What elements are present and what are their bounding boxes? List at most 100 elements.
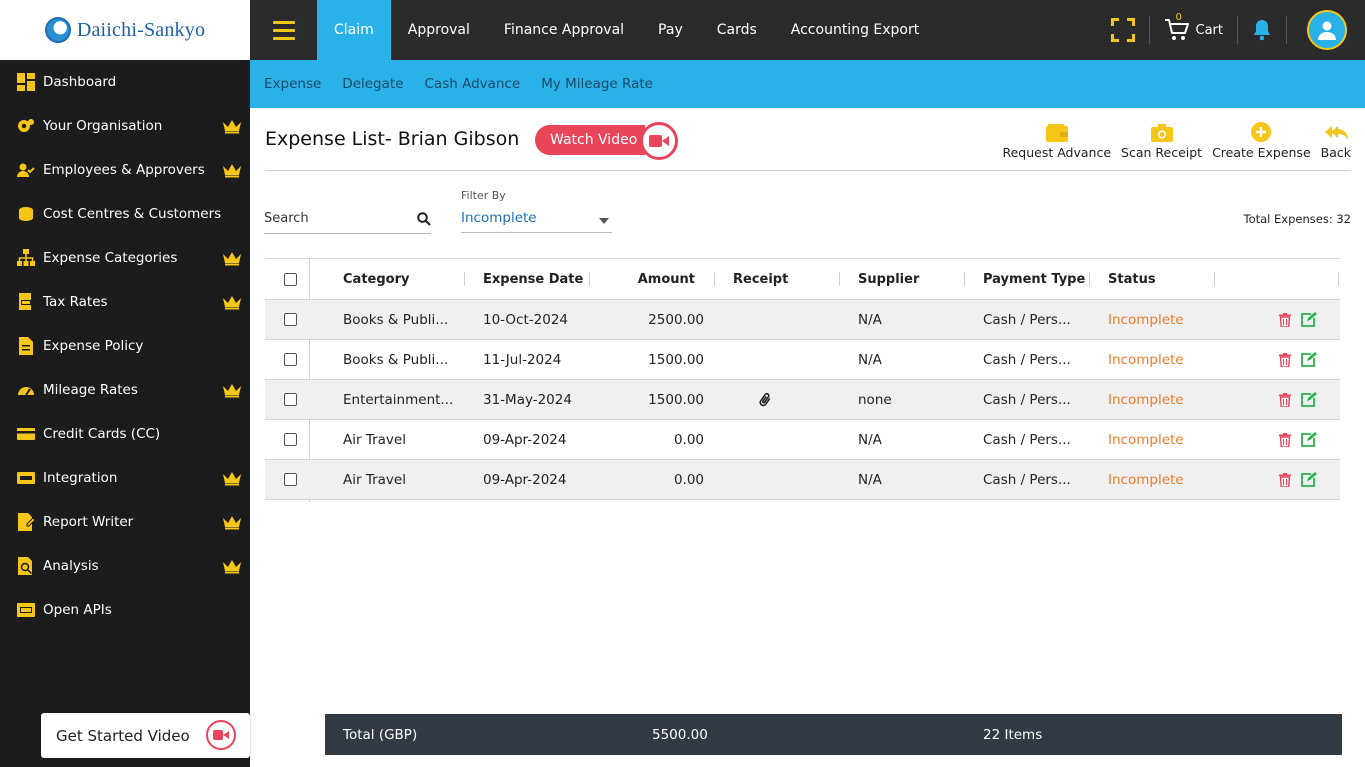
sidebar-item-analysis[interactable]: Analysis — [0, 544, 250, 588]
sidebar-item-mileage-rates[interactable]: Mileage Rates — [0, 368, 250, 412]
subnav-delegate[interactable]: Delegate — [342, 76, 404, 92]
table-row[interactable]: Air Travel 09-Apr-2024 0.00 N/A Cash / P… — [265, 420, 1340, 460]
premium-crown-icon — [223, 120, 241, 134]
topnav-finance-approval[interactable]: Finance Approval — [503, 22, 625, 38]
delete-icon[interactable] — [1277, 472, 1293, 488]
column-header-supplier[interactable]: Supplier — [858, 271, 920, 287]
get-started-video-button[interactable]: Get Started Video — [41, 713, 250, 758]
table-row[interactable]: Air Travel 09-Apr-2024 0.00 N/A Cash / P… — [265, 460, 1340, 500]
plus-circle-icon — [1251, 120, 1272, 142]
column-divider — [1338, 272, 1339, 286]
video-camera-icon[interactable] — [640, 122, 678, 160]
divider — [1286, 16, 1287, 44]
cart-count-badge: 0 — [1175, 12, 1182, 23]
scan-receipt-button[interactable]: Scan Receipt — [1121, 120, 1202, 160]
column-divider — [1089, 272, 1090, 286]
sidebar-item-open-apis[interactable]: Open APIs — [0, 588, 250, 632]
premium-crown-icon — [223, 296, 241, 310]
sidebar-item-label: Dashboard — [43, 74, 117, 90]
top-nav: Claim Approval Finance Approval Pay Card… — [317, 0, 936, 60]
row-checkbox[interactable] — [284, 433, 297, 446]
topnav-approval[interactable]: Approval — [407, 22, 470, 38]
row-checkbox[interactable] — [284, 353, 297, 366]
subnav-cash-advance[interactable]: Cash Advance — [424, 76, 521, 92]
sidebar-item-your-organisation[interactable]: Your Organisation — [0, 104, 250, 148]
scan-receipt-label: Scan Receipt — [1121, 145, 1203, 160]
menu-toggle-button[interactable] — [250, 0, 317, 60]
table-row[interactable]: Books & Publi... 10-Oct-2024 2500.00 N/A… — [265, 300, 1340, 340]
topnav-cards[interactable]: Cards — [716, 22, 757, 38]
total-label: Total (GBP) — [343, 726, 418, 743]
cell-payment-type: Cash / Pers... — [983, 471, 1071, 488]
api-icon — [17, 601, 35, 619]
sidebar-item-tax-rates[interactable]: Tax Rates — [0, 280, 250, 324]
column-header-expense-date[interactable]: Expense Date — [483, 271, 584, 287]
edit-icon[interactable] — [1301, 392, 1317, 408]
cart-button[interactable]: 0 Cart — [1164, 12, 1223, 42]
paperclip-icon[interactable] — [757, 392, 773, 408]
table-row[interactable]: Entertainment... 31-May-2024 1500.00 non… — [265, 380, 1340, 420]
camera-icon — [1150, 120, 1173, 142]
column-divider — [964, 272, 965, 286]
sidebar-item-expense-policy[interactable]: Expense Policy — [0, 324, 250, 368]
row-checkbox[interactable] — [284, 313, 297, 326]
filter-select[interactable]: Incomplete — [461, 204, 612, 233]
create-expense-button[interactable]: Create Expense — [1212, 120, 1311, 160]
sidebar-item-employees-approvers[interactable]: Employees & Approvers — [0, 148, 250, 192]
sidebar-item-label: Expense Categories — [43, 250, 178, 266]
logo-mark-icon — [44, 17, 71, 43]
sub-nav: Expense Delegate Cash Advance My Mileage… — [250, 60, 1365, 108]
cell-amount: 0.00 — [673, 431, 704, 448]
edit-icon[interactable] — [1301, 352, 1317, 368]
cell-payment-type: Cash / Pers... — [983, 431, 1071, 448]
cell-status: Incomplete — [1108, 391, 1184, 408]
notifications-button[interactable] — [1252, 19, 1272, 41]
row-checkbox[interactable] — [284, 393, 297, 406]
premium-crown-icon — [223, 472, 241, 486]
sidebar-item-cost-centres-customers[interactable]: Cost Centres & Customers — [0, 192, 250, 236]
delete-icon[interactable] — [1277, 352, 1293, 368]
edit-icon[interactable] — [1301, 312, 1317, 328]
mileage-icon — [17, 381, 35, 399]
sidebar-item-integration[interactable]: Integration — [0, 456, 250, 500]
table-row[interactable]: Books & Publi... 11-Jul-2024 1500.00 N/A… — [265, 340, 1340, 380]
row-checkbox[interactable] — [284, 473, 297, 486]
edit-icon[interactable] — [1301, 432, 1317, 448]
sidebar-item-credit-cards[interactable]: Credit Cards (CC) — [0, 412, 250, 456]
back-button[interactable]: Back — [1321, 120, 1351, 160]
policy-icon — [17, 337, 35, 355]
chevron-down-icon — [599, 218, 609, 224]
user-avatar-button[interactable] — [1307, 10, 1347, 50]
search-input[interactable]: Search — [264, 204, 431, 234]
delete-icon[interactable] — [1277, 432, 1293, 448]
column-header-status[interactable]: Status — [1108, 271, 1156, 287]
request-advance-button[interactable]: Request Advance — [1002, 120, 1111, 160]
sidebar-item-expense-categories[interactable]: Expense Categories — [0, 236, 250, 280]
subnav-expense[interactable]: Expense — [264, 76, 322, 92]
cell-amount: 0.00 — [673, 471, 704, 488]
watch-video-button[interactable]: Watch Video — [535, 125, 645, 155]
select-all-checkbox[interactable] — [284, 272, 297, 286]
edit-icon[interactable] — [1301, 472, 1317, 488]
column-header-category[interactable]: Category — [343, 271, 410, 287]
topnav-accounting-export[interactable]: Accounting Export — [790, 22, 920, 38]
sidebar-item-label: Tax Rates — [43, 294, 108, 310]
fullscreen-button[interactable] — [1110, 18, 1135, 42]
column-header-payment-type[interactable]: Payment Type — [983, 271, 1086, 287]
filter-value: Incomplete — [461, 210, 537, 226]
delete-icon[interactable] — [1277, 312, 1293, 328]
search-icon[interactable] — [417, 211, 431, 226]
sidebar-item-report-writer[interactable]: Report Writer — [0, 500, 250, 544]
sidebar-item-dashboard[interactable]: Dashboard — [0, 60, 250, 104]
sidebar-item-label: Open APIs — [43, 602, 112, 618]
column-header-amount[interactable]: Amount — [637, 271, 695, 287]
topnav-claim[interactable]: Claim — [317, 0, 391, 60]
main-content: Expense List- Brian Gibson Watch Video R… — [250, 108, 1365, 767]
brand-logo[interactable]: Daiichi-Sankyo — [0, 0, 250, 60]
tax-icon — [17, 293, 35, 311]
subnav-my-mileage-rate[interactable]: My Mileage Rate — [541, 76, 653, 92]
delete-icon[interactable] — [1277, 392, 1293, 408]
column-header-receipt[interactable]: Receipt — [733, 271, 789, 287]
cell-status: Incomplete — [1108, 311, 1184, 328]
topnav-pay[interactable]: Pay — [658, 22, 683, 38]
